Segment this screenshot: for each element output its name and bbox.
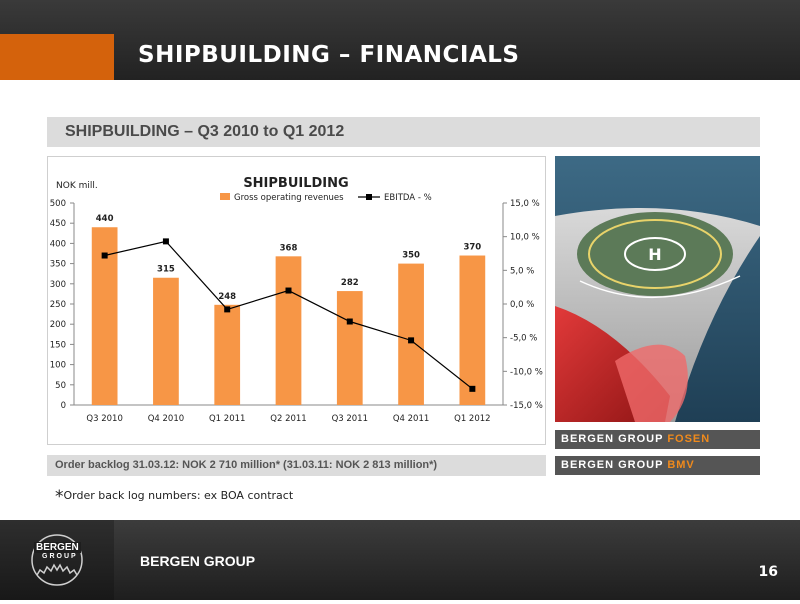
vessel-photo: H [555,156,760,422]
y-tick-label: 350 [50,260,66,270]
x-tick-label: Q3 2011 [332,414,368,424]
label-fosen-white: BERGEN GROUP [561,433,668,445]
header-accent [0,34,114,80]
bar-value-label: 440 [96,214,114,224]
chart-container: SHIPBUILDING NOK mill. 500 450 400 350 300 250 2… [47,156,546,445]
bar-q2-2011 [275,256,302,405]
ebitda-point [346,318,353,325]
y2-tick-label: 5,0 % [510,266,534,276]
y-tick-label: 100 [50,361,66,371]
y-tick-label: 300 [50,280,66,290]
y-tick-label: 450 [50,219,66,229]
y-tick-label: 0 [61,401,66,411]
bar-q1-2012 [459,255,486,405]
order-backlog-text: Order backlog 31.03.12: NOK 2 710 millio… [55,459,438,471]
subtitle-text: SHIPBUILDING – Q3 2010 to Q1 2012 [65,123,345,140]
y-tick-label: 250 [50,300,66,310]
y-tick-label: 200 [50,320,66,330]
label-bmv-orange: BMV [667,459,695,471]
ebitda-point [224,306,231,313]
ebitda-point [408,337,415,344]
bar-q1-2011 [214,304,241,405]
y-tick-label: 50 [55,381,66,391]
x-tick-label: Q2 2011 [270,414,306,424]
legend-swatch-revenues [220,193,230,200]
page-number: 16 [758,564,778,580]
legend-label-revenues: Gross operating revenues [234,193,344,203]
footnote-text: Order back log numbers: ex BOA contract [63,489,294,502]
y2-tick-label: 10,0 % [510,233,540,243]
bergen-group-logo [31,534,83,586]
bar-q4-2010 [153,277,179,405]
header-bar [0,0,800,80]
footnote: *Order back log numbers: ex BOA contract [55,487,293,507]
y-tick-label: 150 [50,340,66,350]
label-bmv-white: BERGEN GROUP [561,459,668,471]
x-tick-label: Q1 2012 [454,414,490,424]
order-backlog-bar: Order backlog 31.03.12: NOK 2 710 millio… [47,455,546,476]
x-tick-label: Q4 2011 [393,414,429,424]
x-tick-label: Q4 2010 [148,414,184,424]
y2-tick-label: -10,0 % [510,367,543,377]
footer-logo-area: BERGEN GROUP [0,520,114,600]
x-tick-label: Q1 2011 [209,414,245,424]
ebitda-point [469,385,476,392]
bar-value-label: 282 [341,278,359,288]
y-tick-label: 400 [50,239,66,249]
legend-label-ebitda: EBITDA - % [384,193,432,203]
footer-bar [0,520,800,600]
label-fosen-orange: FOSEN [667,433,711,445]
y2-tick-label: 15,0 % [510,199,540,209]
y-tick-label: 500 [50,199,66,209]
logo-text-top: BERGEN [34,542,81,553]
footer-brand-name: BERGEN GROUP [140,553,256,569]
bar-q3-2011 [336,291,363,405]
footnote-star: * [55,487,64,507]
svg-text:H: H [648,245,661,264]
bar-value-label: 315 [157,265,175,275]
bar-q4-2011 [398,263,424,405]
y2-tick-label: -15,0 % [510,401,543,411]
label-bergen-group-bmv: BERGEN GROUP BMV [555,456,760,475]
label-bergen-group-fosen: BERGEN GROUP FOSEN [555,430,760,449]
ebitda-point [101,252,108,259]
x-tick-label: Q3 2010 [86,414,122,424]
legend-marker-ebitda [366,194,372,200]
chart-title: SHIPBUILDING [243,176,348,191]
bar-value-label: 350 [402,251,420,261]
ebitda-point [162,238,169,245]
bar-value-label: 368 [280,243,298,253]
bar-value-label: 248 [218,292,236,302]
ebitda-point [285,287,292,294]
logo-text-bottom: GROUP [42,553,78,560]
y-axis-label: NOK mill. [56,181,98,191]
page-title: SHIPBUILDING – FINANCIALS [138,42,520,68]
y2-tick-label: -5,0 % [510,334,537,344]
bar-value-label: 370 [463,243,481,253]
y2-tick-label: 0,0 % [510,300,534,310]
subtitle-bar: SHIPBUILDING – Q3 2010 to Q1 2012 [47,117,760,147]
